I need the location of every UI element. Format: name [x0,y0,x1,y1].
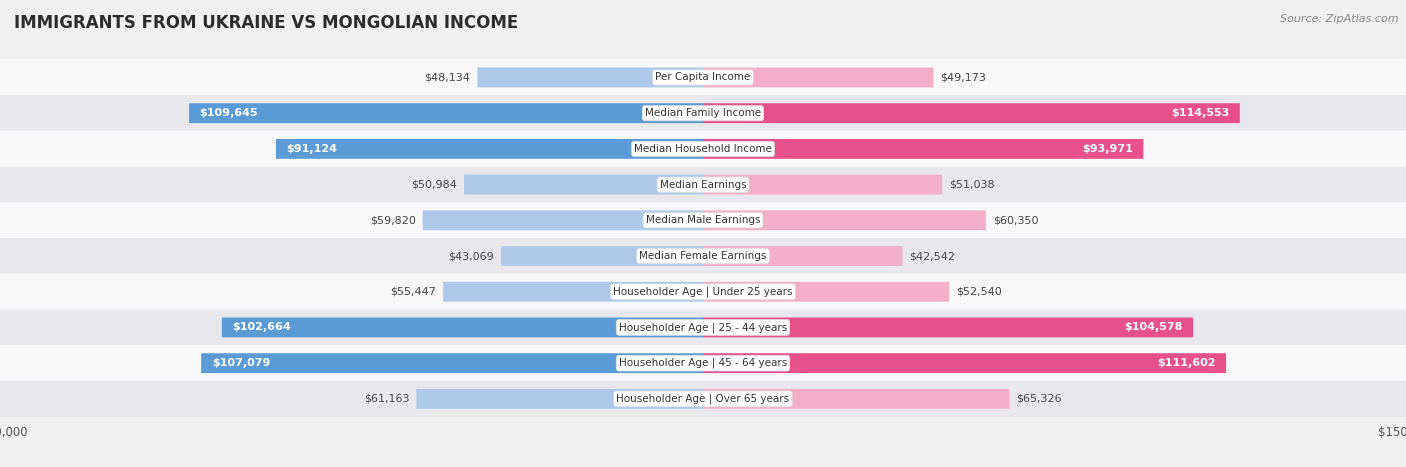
Text: Householder Age | Over 65 years: Householder Age | Over 65 years [616,394,790,404]
FancyBboxPatch shape [703,318,1194,337]
FancyBboxPatch shape [0,274,1406,310]
Text: $60,350: $60,350 [993,215,1039,225]
Text: Householder Age | Under 25 years: Householder Age | Under 25 years [613,286,793,297]
FancyBboxPatch shape [0,345,1406,381]
Text: $104,578: $104,578 [1125,322,1182,333]
Text: $107,079: $107,079 [212,358,270,368]
Text: $93,971: $93,971 [1083,144,1133,154]
FancyBboxPatch shape [703,139,1143,159]
FancyBboxPatch shape [0,131,1406,167]
FancyBboxPatch shape [443,282,703,302]
Text: $50,984: $50,984 [411,180,457,190]
FancyBboxPatch shape [703,389,1010,409]
FancyBboxPatch shape [478,68,703,87]
Text: $91,124: $91,124 [287,144,337,154]
Text: $48,134: $48,134 [425,72,471,83]
Text: $51,038: $51,038 [949,180,995,190]
Text: $65,326: $65,326 [1017,394,1062,404]
FancyBboxPatch shape [703,175,942,195]
FancyBboxPatch shape [0,381,1406,417]
FancyBboxPatch shape [0,238,1406,274]
FancyBboxPatch shape [501,246,703,266]
FancyBboxPatch shape [703,282,949,302]
FancyBboxPatch shape [703,246,903,266]
Text: Median Earnings: Median Earnings [659,180,747,190]
FancyBboxPatch shape [0,95,1406,131]
Text: Median Family Income: Median Family Income [645,108,761,118]
FancyBboxPatch shape [190,103,703,123]
Text: $49,173: $49,173 [941,72,987,83]
Text: Householder Age | 25 - 44 years: Householder Age | 25 - 44 years [619,322,787,333]
Text: $114,553: $114,553 [1171,108,1229,118]
FancyBboxPatch shape [416,389,703,409]
FancyBboxPatch shape [703,353,1226,373]
FancyBboxPatch shape [0,59,1406,95]
Text: $55,447: $55,447 [391,287,436,297]
FancyBboxPatch shape [464,175,703,195]
FancyBboxPatch shape [423,211,703,230]
Text: $43,069: $43,069 [449,251,494,261]
Text: $52,540: $52,540 [956,287,1002,297]
FancyBboxPatch shape [703,103,1240,123]
Text: $61,163: $61,163 [364,394,409,404]
Text: $59,820: $59,820 [370,215,416,225]
FancyBboxPatch shape [0,202,1406,238]
Text: Median Female Earnings: Median Female Earnings [640,251,766,261]
Text: Median Household Income: Median Household Income [634,144,772,154]
Text: $109,645: $109,645 [200,108,259,118]
FancyBboxPatch shape [703,68,934,87]
Text: IMMIGRANTS FROM UKRAINE VS MONGOLIAN INCOME: IMMIGRANTS FROM UKRAINE VS MONGOLIAN INC… [14,14,519,32]
Text: Householder Age | 45 - 64 years: Householder Age | 45 - 64 years [619,358,787,368]
Text: $102,664: $102,664 [232,322,291,333]
Text: $111,602: $111,602 [1157,358,1216,368]
Text: Source: ZipAtlas.com: Source: ZipAtlas.com [1281,14,1399,24]
FancyBboxPatch shape [222,318,703,337]
FancyBboxPatch shape [0,167,1406,203]
FancyBboxPatch shape [0,310,1406,346]
FancyBboxPatch shape [201,353,703,373]
FancyBboxPatch shape [276,139,703,159]
Text: $42,542: $42,542 [910,251,956,261]
FancyBboxPatch shape [703,211,986,230]
Text: Per Capita Income: Per Capita Income [655,72,751,83]
Text: Median Male Earnings: Median Male Earnings [645,215,761,225]
